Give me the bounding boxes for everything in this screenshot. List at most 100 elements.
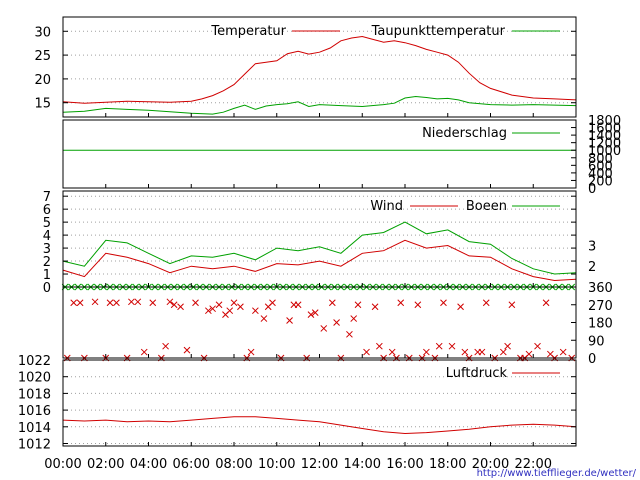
cross-stroke	[307, 311, 315, 318]
y-tick-label-pressure: 1018	[18, 387, 51, 402]
cross-stroke	[375, 342, 383, 350]
x-tick-label: 14:00	[344, 457, 381, 472]
series-line-wind-1	[62, 239, 577, 282]
wind-direction-point	[204, 307, 212, 315]
x-tick-label: 16:00	[386, 457, 423, 472]
wind-direction-point	[162, 342, 169, 350]
y-tick-label-precipitation: 1000	[588, 144, 621, 159]
wind-direction-point	[350, 315, 358, 322]
legend-label-precipitation: Niederschlag	[422, 126, 507, 141]
wind-direction-point	[286, 317, 293, 324]
cross-stroke	[192, 299, 199, 307]
cross-stroke	[260, 315, 268, 322]
wind-direction-point	[363, 348, 370, 356]
x-tick-label: 12:00	[301, 457, 338, 472]
x-tick-label: 08:00	[215, 457, 252, 472]
cross-stroke	[414, 301, 422, 309]
cross-stroke	[482, 299, 490, 307]
wind-direction-point	[140, 348, 148, 356]
wind-direction-point	[166, 298, 174, 306]
wind-direction-point	[311, 309, 319, 316]
cross-stroke	[388, 348, 396, 356]
x-tick-label: 00:00	[44, 457, 81, 472]
wind-direction-point	[70, 299, 78, 307]
cross-stroke	[252, 307, 259, 315]
cross-stroke	[264, 303, 272, 311]
legend-label-pressure: Luftdruck	[446, 366, 508, 381]
cross-stroke	[542, 299, 550, 307]
wind-direction-point	[209, 305, 216, 313]
y-tick-label-wind: 4	[43, 229, 51, 244]
wind-direction-point	[192, 299, 199, 307]
wind-direction-point	[76, 299, 84, 307]
cross-stroke	[397, 299, 405, 307]
wind-direction-point	[307, 311, 315, 318]
y-tick-label-pressure: 1012	[18, 437, 51, 452]
y-tick-label-temperature: 15	[34, 97, 51, 112]
y-tick-label-temperature: 20	[34, 73, 51, 88]
axes-layer: 1520253002004006008001000120014001600180…	[18, 16, 621, 472]
wind-direction-point	[457, 303, 464, 311]
cross-stroke	[478, 348, 486, 356]
y-tick-label-pressure: 1014	[18, 421, 51, 436]
x-tick-label: 22:00	[515, 457, 552, 472]
cross-stroke	[461, 348, 469, 356]
wind-direction-point	[354, 301, 362, 309]
y-tick-label-precipitation: 1400	[588, 129, 621, 144]
cross-stroke	[350, 315, 358, 322]
cross-stroke	[559, 348, 567, 356]
wind-direction-point	[448, 342, 456, 350]
wind-direction-point	[559, 348, 567, 356]
cross-stroke	[247, 348, 255, 356]
cross-stroke	[546, 350, 554, 358]
legend-label-dewpoint: Taupunkttemperatur	[371, 24, 506, 39]
wind-direction-point	[435, 342, 443, 350]
cross-stroke	[237, 303, 244, 311]
cross-stroke	[328, 299, 336, 307]
cross-stroke	[230, 299, 238, 307]
wind-direction-point	[504, 342, 511, 350]
x-tick-label: 02:00	[87, 457, 124, 472]
y-tick-label-wind_direction: 90	[588, 334, 605, 349]
cross-stroke	[106, 299, 114, 307]
cross-stroke	[333, 319, 340, 326]
cross-stroke	[311, 309, 319, 316]
y-tick-label-wind: 0	[43, 281, 51, 296]
wind-direction-point	[482, 299, 490, 307]
cross-stroke	[440, 299, 447, 307]
y-tick-label-wind: 3	[43, 242, 51, 257]
wind-direction-point	[414, 301, 422, 309]
wind-direction-point	[230, 299, 238, 307]
cross-stroke	[149, 299, 157, 307]
x-tick-label: 20:00	[472, 457, 509, 472]
y-tick-label-wind: 7	[43, 190, 51, 205]
data-layer	[61, 35, 577, 435]
credit-link[interactable]: http://www.tiefflieger.de/wetter/	[477, 468, 637, 479]
wind-direction-point	[237, 303, 244, 311]
cross-stroke	[183, 346, 191, 354]
wind-direction-point	[252, 307, 259, 315]
panel-frame-wind_direction	[62, 286, 577, 359]
cross-stroke	[177, 303, 184, 311]
wind-direction-point	[177, 303, 184, 311]
cross-stroke	[448, 342, 456, 350]
y-tick-label-wind: 6	[43, 203, 51, 218]
wind-direction-point	[328, 299, 336, 307]
cross-stroke	[91, 298, 99, 306]
cross-stroke	[286, 317, 293, 324]
y-tick-label-wind_direction: 0	[588, 352, 596, 367]
x-tick-label: 04:00	[130, 457, 167, 472]
cross-stroke	[134, 298, 142, 306]
y-tick-label-precipitation: 400	[588, 167, 613, 182]
cross-stroke	[508, 301, 516, 309]
wind-direction-point	[106, 299, 114, 307]
wind-direction-point	[546, 350, 554, 358]
cross-stroke	[76, 299, 84, 307]
wind-direction-point	[320, 325, 328, 332]
cross-stroke	[226, 307, 234, 315]
series-line-temperature-1	[62, 95, 577, 115]
wind-direction-point	[333, 319, 340, 326]
wind-direction-point	[388, 348, 396, 356]
wind-direction-point	[183, 346, 191, 354]
